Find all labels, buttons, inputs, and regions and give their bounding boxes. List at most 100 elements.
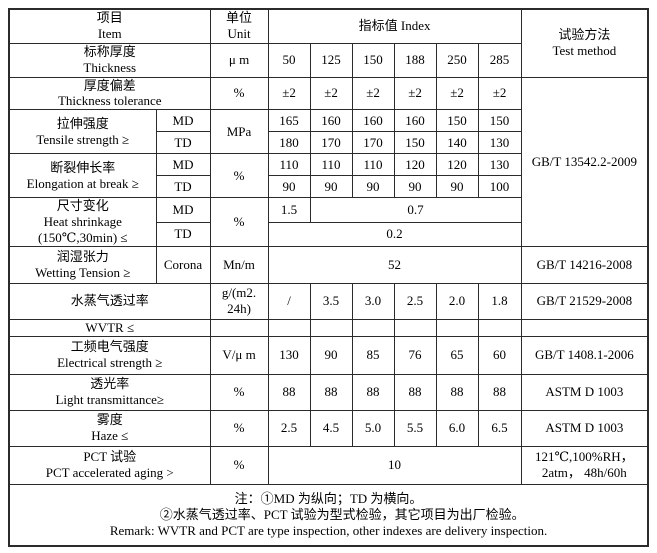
wvtr-value-cell: 1.8 bbox=[477, 282, 522, 320]
tensile-md-value-cell: 160 bbox=[351, 109, 395, 133]
thickness-value-cell: 150 bbox=[351, 42, 395, 78]
elongation-td-label-cell: TD bbox=[155, 175, 211, 199]
thickness-value-cell: 188 bbox=[393, 42, 437, 78]
tolerance-value-cell: ±2 bbox=[267, 76, 311, 111]
tensile-td-value-cell: 170 bbox=[351, 131, 395, 155]
spec-table: 项目 Item 单位 Unit 指标值 Index 试验方法 Test meth… bbox=[8, 8, 650, 548]
shrinkage-td-row: TD 0.2 bbox=[9, 221, 648, 247]
tolerance-zh: 厚度偏差 bbox=[83, 77, 136, 93]
haze-en: Haze ≤ bbox=[91, 428, 129, 444]
wvtr-label-cell: WVTR ≤ bbox=[8, 318, 211, 337]
thickness-row: 标称厚度 Thickness μ m 50 125 150 188 250 28… bbox=[8, 42, 648, 78]
tensile-td-value-cell: 150 bbox=[393, 131, 437, 155]
wetting-row: 润湿张力 Wetting Tension ≥ Corona Mn/m 52 GB… bbox=[8, 245, 649, 284]
empty-cell bbox=[393, 318, 437, 337]
shrinkage-td-label-cell: TD bbox=[155, 221, 211, 247]
tolerance-value-cell: ±2 bbox=[477, 76, 522, 111]
elongation-md-value-cell: 130 bbox=[477, 153, 522, 177]
tensile-td-row: TD 180 170 170 150 140 130 bbox=[9, 131, 648, 155]
empty-cell bbox=[209, 318, 269, 337]
tolerance-value-cell: ±2 bbox=[393, 76, 437, 111]
shrinkage-en: Heat shrinkage bbox=[43, 214, 122, 230]
tensile-md-value-cell: 150 bbox=[435, 109, 479, 133]
tensile-td-value-cell: 130 bbox=[477, 131, 522, 155]
haze-value-cell: 2.5 bbox=[267, 409, 311, 447]
elongation-zh: 断裂伸长率 bbox=[50, 159, 116, 175]
tensile-en: Tensile strength ≥ bbox=[36, 131, 130, 147]
header-row: 项目 Item 单位 Unit 指标值 Index 试验方法 Test meth… bbox=[8, 8, 649, 78]
tolerance-value-cell: ±2 bbox=[435, 76, 479, 111]
shrinkage-md-label-cell: MD bbox=[155, 197, 211, 223]
wvtr-value-cell: 2.0 bbox=[435, 282, 479, 320]
tensile-md-value-cell: 160 bbox=[393, 109, 437, 133]
wvtr-unit-line2: 24h) bbox=[227, 301, 251, 317]
elongation-md-value-cell: 110 bbox=[351, 153, 395, 177]
haze-value-cell: 5.0 bbox=[351, 409, 395, 447]
elongation-td-value-cell: 90 bbox=[309, 175, 353, 199]
shrinkage-en2: (150℃,30min) ≤ bbox=[37, 229, 128, 245]
electrical-value-cell: 85 bbox=[351, 335, 395, 375]
haze-unit-cell: % bbox=[209, 409, 269, 447]
tensile-md-value-cell: 150 bbox=[477, 109, 522, 133]
tensile-md-value-cell: 160 bbox=[309, 109, 353, 133]
elongation-en: Elongation at break ≥ bbox=[26, 175, 139, 191]
electrical-zh: 工频电气强度 bbox=[70, 339, 149, 355]
tolerance-item-cell: 厚度偏差 Thickness tolerance bbox=[8, 76, 211, 111]
electrical-value-cell: 60 bbox=[477, 335, 522, 375]
tensile-zh: 拉伸强度 bbox=[56, 115, 109, 131]
tensile-md-label-cell: MD bbox=[155, 109, 211, 133]
header-unit-cell: 单位 Unit bbox=[209, 8, 269, 44]
electrical-value-cell: 130 bbox=[267, 335, 311, 375]
electrical-value-cell: 65 bbox=[435, 335, 479, 375]
note-line-3: Remark: WVTR and PCT are type inspection… bbox=[109, 522, 548, 538]
header-method-cell: 试验方法 Test method bbox=[520, 8, 649, 78]
pct-zh: PCT 试验 bbox=[83, 449, 137, 465]
pct-row: PCT 试验 PCT accelerated aging > % 10 121℃… bbox=[8, 445, 649, 485]
shrinkage-md-rest-cell: 0.7 bbox=[309, 197, 522, 223]
shrinkage-td-value-cell: 0.2 bbox=[267, 221, 522, 247]
empty-cell bbox=[351, 318, 395, 337]
shrinkage-zh: 尺寸变化 bbox=[56, 198, 109, 214]
header-index-cell: 指标值 Index bbox=[267, 8, 522, 44]
tensile-td-label-cell: TD bbox=[155, 131, 211, 155]
thickness-item-cell: 标称厚度 Thickness bbox=[8, 42, 211, 78]
shrinkage-md-first-cell: 1.5 bbox=[267, 197, 311, 223]
electrical-unit-cell: V/μ m bbox=[209, 335, 269, 375]
thickness-value-cell: 285 bbox=[477, 42, 522, 78]
elongation-md-value-cell: 110 bbox=[309, 153, 353, 177]
tensile-td-value-cell: 140 bbox=[435, 131, 479, 155]
wvtr-value-cell: 3.5 bbox=[309, 282, 353, 320]
haze-value-cell: 6.5 bbox=[477, 409, 522, 447]
pct-method-line2: 2atm， 48h/60h bbox=[541, 465, 627, 481]
thickness-en: Thickness bbox=[83, 60, 137, 75]
wvtr-method-cell: GB/T 21529-2008 bbox=[520, 282, 649, 320]
elongation-md-value-cell: 110 bbox=[267, 153, 311, 177]
empty-cell bbox=[520, 318, 649, 337]
shrinkage-unit-cell: % bbox=[209, 197, 269, 247]
elongation-item-cell: 断裂伸长率 Elongation at break ≥ bbox=[8, 153, 157, 199]
thickness-value-cell: 250 bbox=[435, 42, 479, 78]
elongation-unit-cell: % bbox=[209, 153, 269, 199]
wetting-item-cell: 润湿张力 Wetting Tension ≥ bbox=[8, 245, 157, 284]
wetting-en: Wetting Tension ≥ bbox=[35, 264, 131, 280]
light-unit-cell: % bbox=[209, 373, 269, 411]
haze-value-cell: 4.5 bbox=[309, 409, 353, 447]
elongation-td-value-cell: 90 bbox=[435, 175, 479, 199]
light-value-cell: 88 bbox=[267, 373, 311, 411]
pct-item-cell: PCT 试验 PCT accelerated aging > bbox=[8, 445, 211, 485]
empty-cell bbox=[267, 318, 311, 337]
tensile-td-value-cell: 180 bbox=[267, 131, 311, 155]
wvtr-item-cell: 水蒸气透过率 bbox=[8, 282, 211, 320]
pct-value-cell: 10 bbox=[267, 445, 522, 485]
elongation-td-value-cell: 90 bbox=[267, 175, 311, 199]
wvtr-unit-cell: g/(m2. 24h) bbox=[209, 282, 269, 320]
pct-en: PCT accelerated aging > bbox=[45, 465, 174, 481]
light-value-cell: 88 bbox=[351, 373, 395, 411]
pct-method-cell: 121℃,100%RH， 2atm， 48h/60h bbox=[520, 445, 649, 485]
light-zh: 透光率 bbox=[90, 376, 130, 392]
haze-value-cell: 6.0 bbox=[435, 409, 479, 447]
light-value-cell: 88 bbox=[435, 373, 479, 411]
pct-method-line1: 121℃,100%RH， bbox=[535, 449, 634, 465]
notes-row: 注：①MD 为纵向；TD 为横向。 ②水蒸气透过率、PCT 试验为型式检验，其它… bbox=[8, 483, 649, 547]
thickness-value-cell: 125 bbox=[309, 42, 353, 78]
